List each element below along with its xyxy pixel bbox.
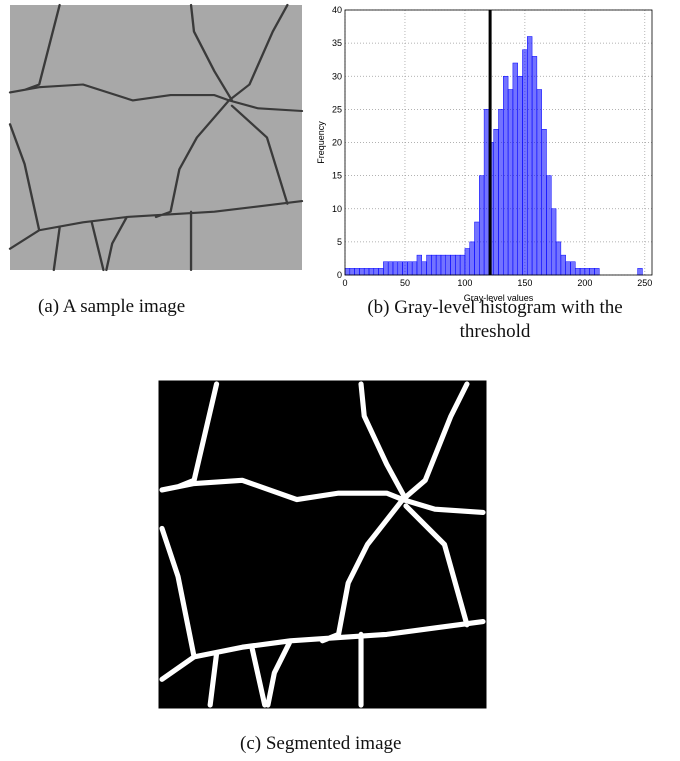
caption: (a) A sample image bbox=[38, 296, 186, 317]
bar bbox=[416, 254, 422, 276]
bar bbox=[479, 175, 485, 276]
bar bbox=[431, 254, 437, 276]
x-tick-label: 0 bbox=[342, 278, 347, 288]
y-tick-label: 0 bbox=[337, 270, 342, 280]
sample-image bbox=[8, 3, 304, 272]
bar bbox=[344, 268, 351, 276]
bar bbox=[527, 36, 533, 276]
bar bbox=[531, 56, 538, 276]
bar bbox=[383, 261, 389, 276]
bar bbox=[440, 254, 446, 276]
bar bbox=[450, 254, 456, 276]
bar bbox=[584, 268, 590, 276]
bar bbox=[421, 261, 427, 276]
bar bbox=[536, 89, 542, 276]
x-tick-label: 200 bbox=[577, 278, 592, 288]
bar bbox=[474, 221, 480, 276]
bar bbox=[594, 268, 600, 276]
y-tick-label: 5 bbox=[337, 237, 342, 247]
bar bbox=[546, 175, 552, 276]
caption: (c) Segmented image bbox=[240, 733, 402, 754]
bar bbox=[522, 49, 528, 276]
bar bbox=[570, 261, 576, 276]
histogram-chart: 0 5 10 15 20 25 30 35 40 0 50 100 150 200 250 Gray-leve… bbox=[316, 5, 653, 303]
y-tick-label: 25 bbox=[332, 104, 342, 114]
bar bbox=[560, 254, 566, 276]
bar bbox=[512, 62, 518, 276]
bar bbox=[354, 268, 360, 276]
bar bbox=[455, 254, 461, 276]
y-tick-label: 35 bbox=[332, 38, 342, 48]
y-tick-label: 30 bbox=[332, 71, 342, 81]
bar bbox=[387, 261, 394, 276]
plot-frame bbox=[344, 9, 653, 276]
bar bbox=[637, 268, 643, 276]
bar bbox=[579, 268, 586, 276]
bar bbox=[426, 254, 432, 276]
bar bbox=[435, 254, 442, 276]
bar bbox=[589, 268, 595, 276]
y-axis-label: Frequency bbox=[316, 121, 326, 164]
bar bbox=[363, 268, 370, 276]
x-tick-label: 50 bbox=[400, 278, 410, 288]
x-axis-label: Gray-level values bbox=[464, 293, 534, 303]
bar bbox=[541, 129, 547, 276]
bar bbox=[445, 254, 451, 276]
x-tick-label: 150 bbox=[517, 278, 532, 288]
bar bbox=[555, 241, 562, 276]
x-tick-label: 250 bbox=[637, 278, 652, 288]
bar bbox=[507, 89, 514, 276]
x-tick-label: 100 bbox=[457, 278, 472, 288]
bar bbox=[407, 261, 413, 276]
y-tick-label: 20 bbox=[332, 138, 342, 148]
caption: (b) Gray-level histogram with the thresh… bbox=[367, 297, 623, 342]
bar bbox=[565, 261, 571, 276]
bar bbox=[493, 129, 499, 276]
bar bbox=[392, 261, 399, 276]
y-tick-label: 10 bbox=[332, 204, 342, 214]
bar bbox=[551, 208, 557, 276]
y-tick-label: 40 bbox=[332, 5, 342, 15]
bar bbox=[349, 268, 355, 276]
bar bbox=[469, 241, 475, 276]
bar bbox=[575, 268, 581, 276]
segmented-image bbox=[158, 380, 487, 709]
bar bbox=[517, 76, 523, 276]
bar bbox=[503, 76, 509, 276]
bar bbox=[459, 254, 466, 276]
y-tick-label: 15 bbox=[332, 171, 342, 181]
bar bbox=[483, 109, 490, 276]
bar bbox=[411, 261, 418, 276]
bar bbox=[498, 109, 504, 276]
bar bbox=[464, 248, 470, 276]
bar bbox=[402, 261, 408, 276]
bar bbox=[397, 261, 403, 276]
bar bbox=[359, 268, 365, 276]
bar bbox=[373, 268, 379, 276]
bar bbox=[378, 268, 384, 276]
bar bbox=[368, 268, 375, 276]
